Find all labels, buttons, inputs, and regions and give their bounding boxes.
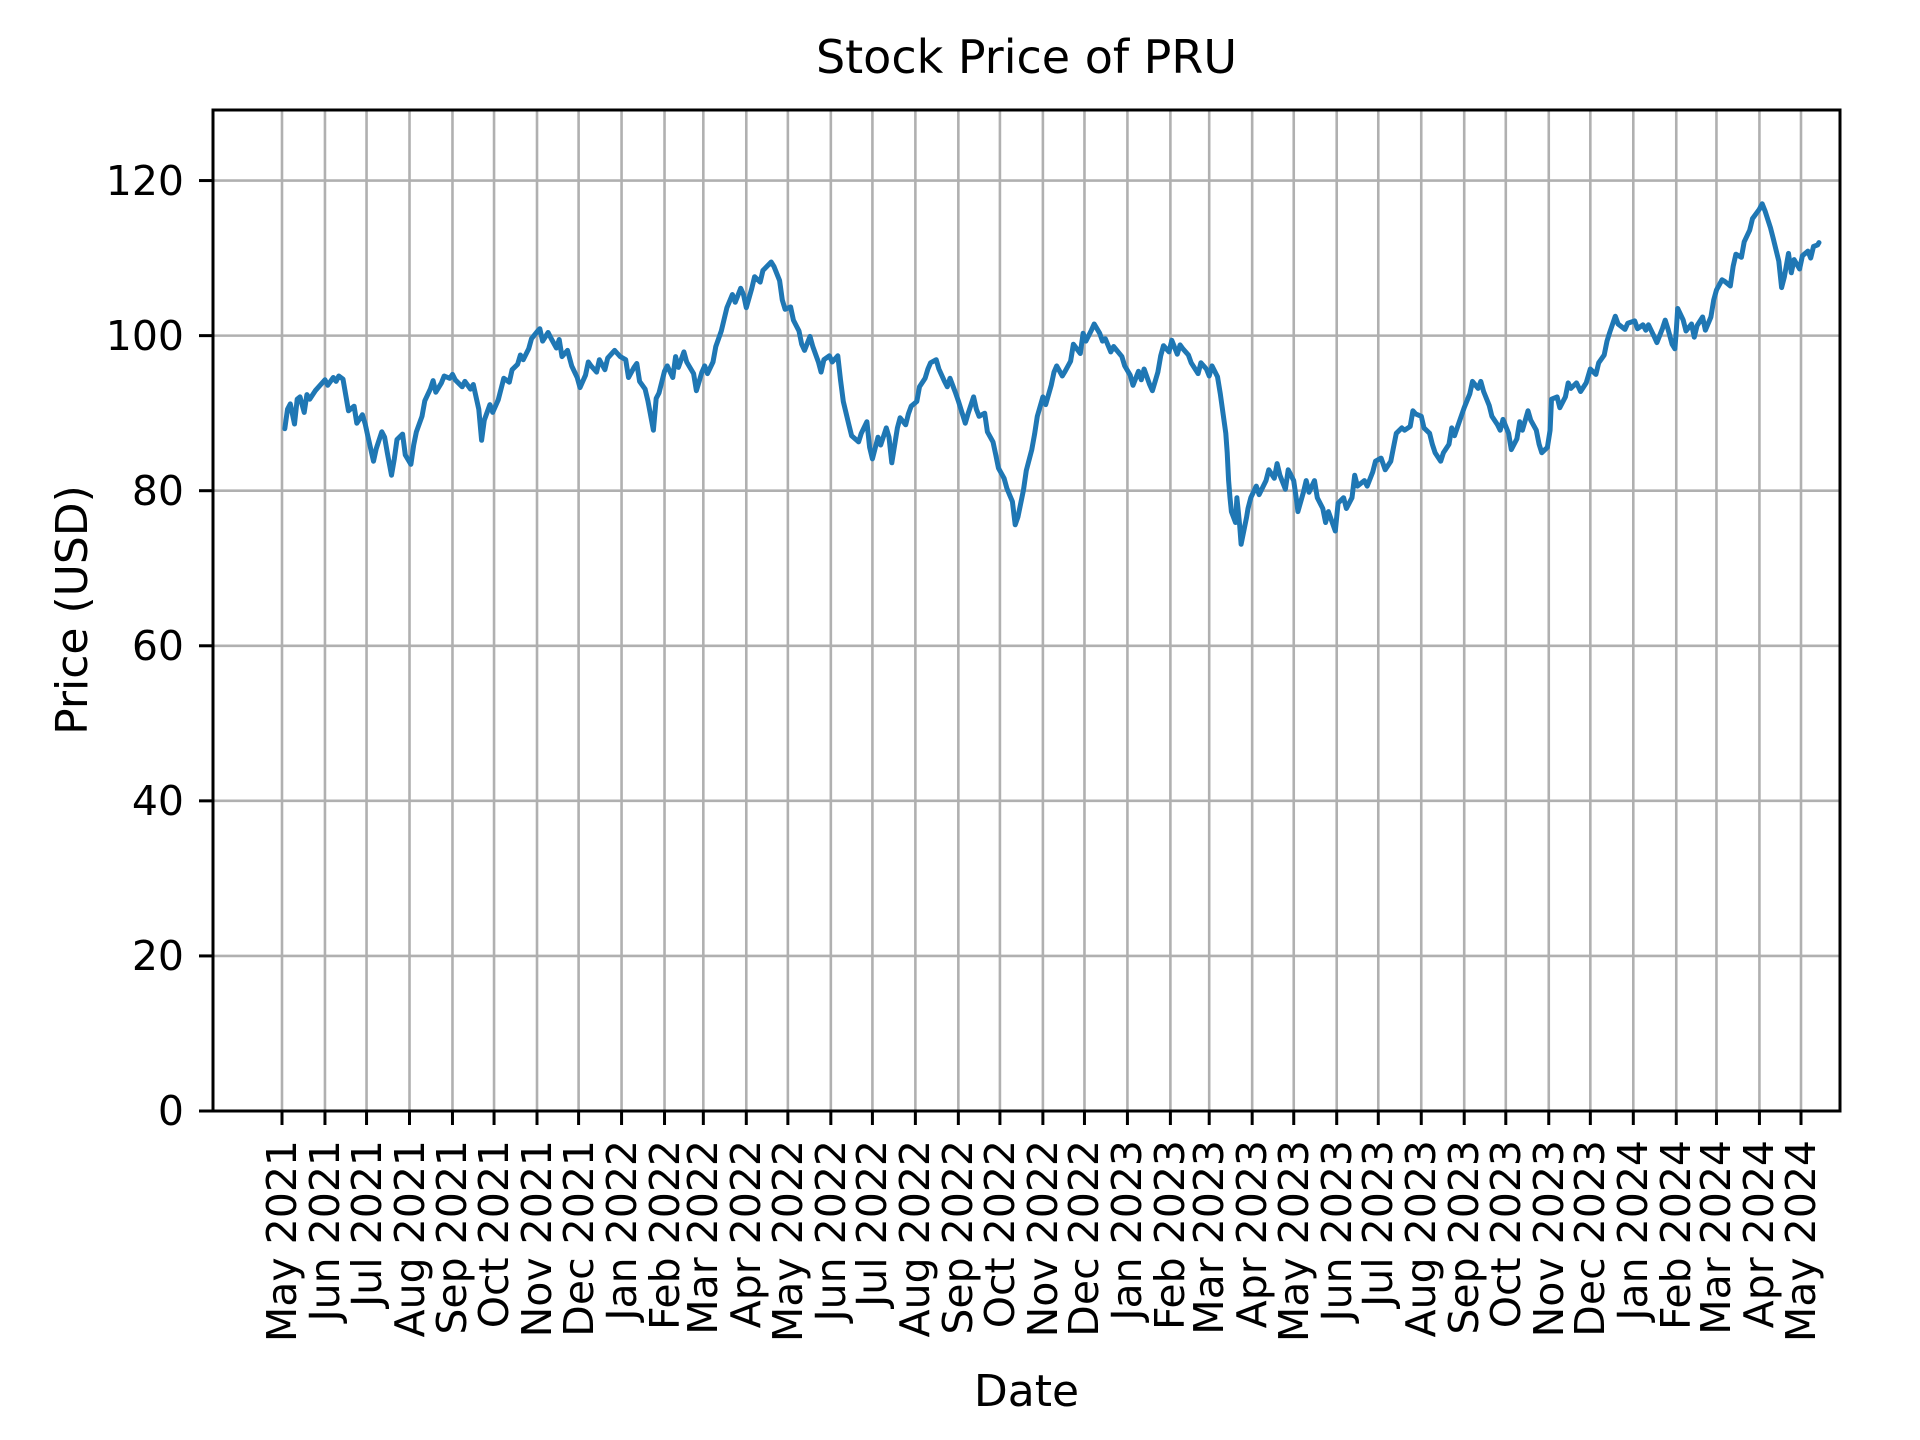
y-tick-label: 60 bbox=[131, 621, 184, 670]
y-tick-label: 20 bbox=[131, 931, 184, 980]
y-axis-label: Price (USD) bbox=[47, 485, 98, 735]
y-tick-label: 40 bbox=[131, 776, 184, 825]
price-line bbox=[282, 201, 1822, 547]
x-tick-label: May 2024 bbox=[1777, 1140, 1825, 1343]
chart-title: Stock Price of PRU bbox=[815, 30, 1238, 84]
y-tick-label: 80 bbox=[131, 466, 184, 515]
y-tick-label: 100 bbox=[105, 311, 184, 360]
plot-border bbox=[211, 108, 1842, 1113]
y-tick-label: 0 bbox=[157, 1087, 184, 1135]
y-tick-label: 120 bbox=[105, 156, 184, 205]
x-axis-label: Date bbox=[973, 1366, 1080, 1417]
